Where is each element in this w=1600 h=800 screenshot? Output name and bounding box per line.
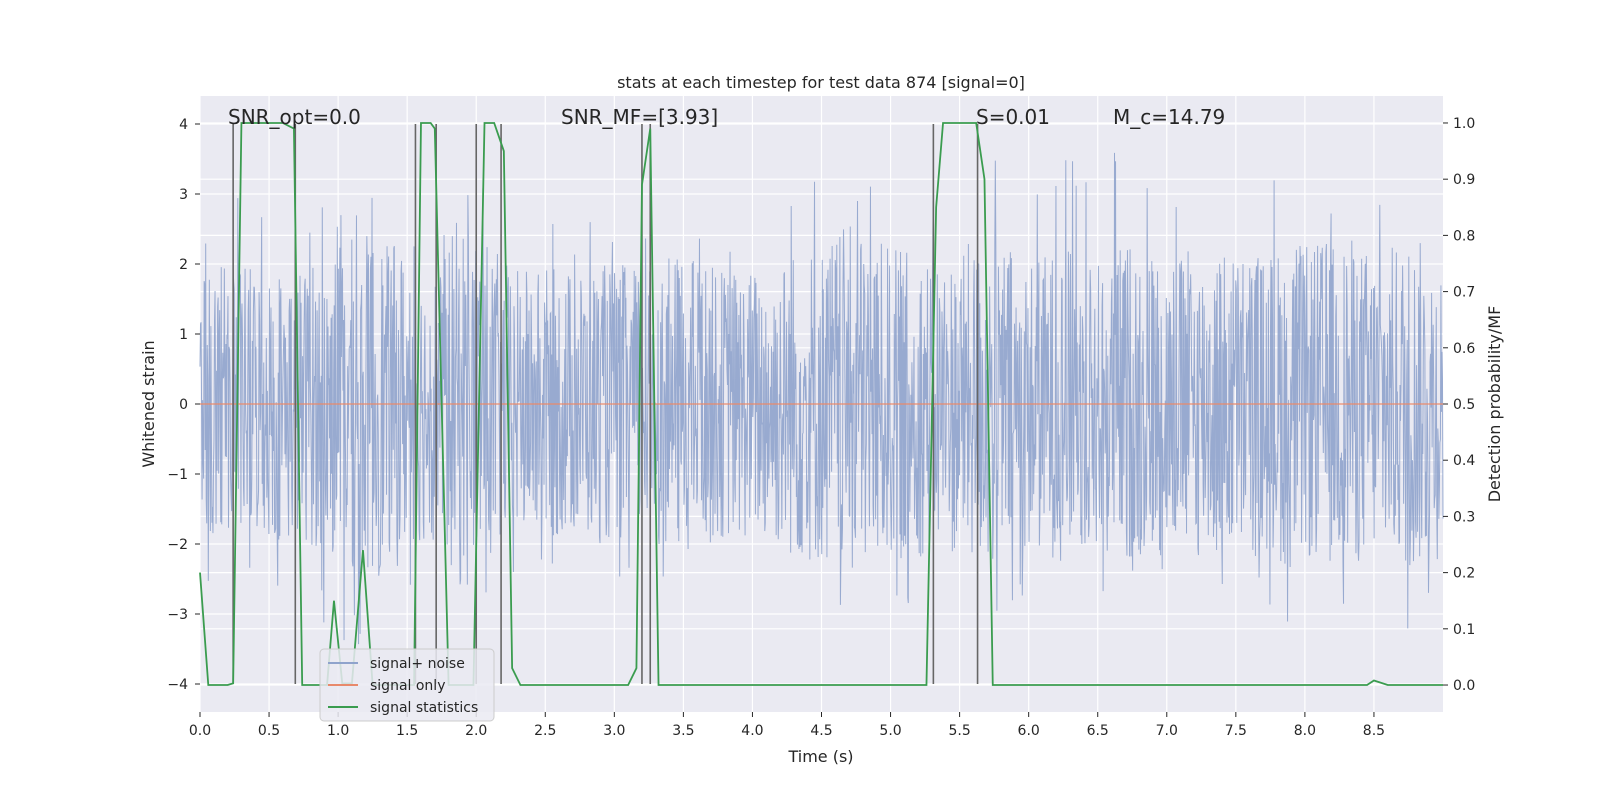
- x-tick-label: 7.0: [1156, 723, 1178, 739]
- x-tick-label: 8.5: [1363, 723, 1385, 739]
- y-axis-label: Whitened strain: [139, 340, 158, 467]
- x-tick-label: 1.0: [327, 723, 349, 739]
- x-tick-label: 8.0: [1294, 723, 1316, 739]
- y-tick-label: −1: [167, 467, 188, 483]
- chart-title: stats at each timestep for test data 874…: [617, 73, 1025, 92]
- y2-tick-label: 0.4: [1453, 453, 1475, 469]
- legend-label-signal-statistics: signal statistics: [370, 700, 478, 716]
- y2-tick-label: 1.0: [1453, 116, 1475, 132]
- x-tick-label: 7.5: [1225, 723, 1247, 739]
- x-tick-label: 0.0: [189, 723, 211, 739]
- y-tick-label: −4: [167, 677, 188, 693]
- y-tick-label: 4: [179, 117, 188, 133]
- signal-statistics-line: [199, 122, 1443, 686]
- y2-tick-label: 0.7: [1453, 285, 1475, 301]
- signal-statistics-series: [199, 122, 1443, 686]
- y2-tick-label: 0.9: [1453, 172, 1475, 188]
- signal-noise-series: [199, 152, 1444, 645]
- y-tick-label: 1: [179, 327, 188, 343]
- legend-box: [319, 648, 495, 722]
- y-tick-label: 2: [179, 257, 188, 273]
- legend-label-signal-noise: signal+ noise: [370, 656, 465, 672]
- annotations: SNR_opt=0.0 SNR_MF=[3.93] S=0.01 M_c=14.…: [228, 105, 1225, 129]
- x-tick-label: 6.5: [1087, 723, 1109, 739]
- y2-tick-label: 0.3: [1453, 509, 1475, 525]
- x-tick-label: 0.5: [258, 723, 280, 739]
- y2-tick-label: 0.2: [1453, 566, 1475, 582]
- x-tick-label: 1.5: [396, 723, 418, 739]
- x-tick-label: 6.0: [1018, 723, 1040, 739]
- y2-tick-label: 0.8: [1453, 228, 1475, 244]
- y-tick-label: 0: [179, 397, 188, 413]
- y2-tick-label: 0.6: [1453, 341, 1475, 357]
- x-tick-label: 2.0: [465, 723, 487, 739]
- legend: signal+ noise signal only signal statist…: [319, 648, 495, 722]
- x-tick-label: 5.5: [948, 723, 970, 739]
- annotation-mc: M_c=14.79: [1113, 105, 1225, 129]
- x-tick-label: 2.5: [534, 723, 556, 739]
- annotation-s: S=0.01: [976, 105, 1050, 129]
- y2-tick-label: 0.1: [1453, 622, 1475, 638]
- x-tick-label: 3.0: [603, 723, 625, 739]
- y2-axis-ticks: 0.0 0.1 0.2 0.3 0.4 0.5 0.6 0.7 0.8 0.9 1.0: [1443, 116, 1475, 694]
- x-axis-ticks: 0.0 0.5 1.0 1.5 2.0 2.5 3.0 3.5 4.0 4.5 5.0 5.5 6.0 6…: [189, 712, 1385, 739]
- signal-noise-line: [199, 152, 1444, 645]
- x-tick-label: 4.5: [810, 723, 832, 739]
- x-tick-label: 5.0: [879, 723, 901, 739]
- x-axis-label: Time (s): [787, 747, 853, 766]
- y2-axis-label: Detection probability/MF: [1485, 306, 1504, 503]
- x-tick-label: 3.5: [672, 723, 694, 739]
- annotation-snr-opt: SNR_opt=0.0: [228, 105, 361, 129]
- y2-tick-label: 0.5: [1453, 397, 1475, 413]
- annotation-snr-mf: SNR_MF=[3.93]: [561, 105, 718, 129]
- x-tick-label: 4.0: [741, 723, 763, 739]
- y-tick-label: −2: [167, 537, 188, 553]
- y-tick-label: −3: [167, 607, 188, 623]
- y-axis-ticks: −4 −3 −2 −1 0 1 2 3 4: [167, 117, 200, 693]
- y-tick-label: 3: [179, 187, 188, 203]
- y2-tick-label: 0.0: [1453, 678, 1475, 694]
- legend-label-signal-only: signal only: [370, 678, 445, 694]
